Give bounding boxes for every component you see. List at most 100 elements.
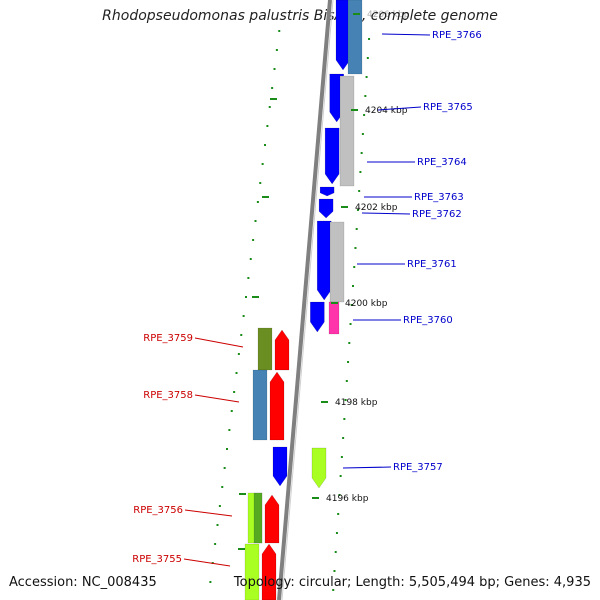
gc-dot (360, 152, 363, 154)
gene-labels: RPE_3766 RPE_3765 RPE_3764 RPE_3763 RPE_3762… (132, 30, 482, 567)
gc-dot (368, 38, 371, 40)
gc-dot (356, 209, 359, 211)
gc-dot (348, 342, 351, 344)
gc-dot (237, 353, 240, 355)
accession-text: Accession: NC_008435 (9, 575, 157, 590)
gc-dot (337, 513, 340, 515)
gc-dot (216, 524, 219, 526)
gc-bar (262, 196, 269, 198)
gc-skew-dots (209, 30, 371, 591)
reverse-cds-arrow (269, 371, 285, 441)
gc-dot (278, 30, 281, 32)
scale-tick-label: 4196 kbp (326, 494, 369, 504)
forward-cds-arrow (324, 127, 340, 185)
gc-dot (333, 570, 336, 572)
gene-label: RPE_3764 (417, 157, 467, 168)
gc-dot (218, 505, 221, 507)
gc-dot (335, 532, 338, 534)
gc-dot (361, 133, 364, 135)
gene-label-leader (381, 33, 431, 36)
gc-bar (238, 548, 245, 550)
gene-label: RPE_3756 (133, 505, 183, 516)
reverse-cds-arrow (261, 543, 277, 600)
gc-dot (340, 456, 343, 458)
gc-dot (221, 486, 224, 488)
gc-dot (366, 57, 369, 59)
reverse-track-bar (257, 327, 273, 371)
gc-dot (365, 76, 368, 78)
forward-track-bar (328, 301, 340, 335)
gc-dot (266, 125, 269, 127)
gc-dot (259, 182, 262, 184)
reverse-track-bar (244, 543, 260, 600)
gene-label-leader (184, 509, 233, 517)
gc-dot (353, 266, 356, 268)
forward-track-arrow (311, 447, 327, 489)
gc-bar (239, 493, 246, 495)
feature-arrows (244, 0, 363, 600)
map-title: Rhodopseudomonas palustris BisA53, compl… (102, 8, 498, 24)
gene-label: RPE_3765 (423, 102, 473, 113)
forward-cds-arrow (318, 198, 334, 219)
gc-dot (349, 323, 352, 325)
reverse-track-bar (252, 369, 268, 441)
backbone-line (277, 0, 332, 600)
scale-ticks: 4206 kbp 4204 kbp 4202 kbp 4200 kbp 4198 kbp… (312, 10, 410, 504)
gc-dot (242, 315, 245, 317)
gc-dot (264, 144, 266, 146)
gc-dot (271, 87, 274, 89)
gc-dot (334, 551, 337, 553)
reverse-track-bar (253, 492, 263, 544)
gc-dot (256, 201, 259, 203)
gc-dot (355, 228, 358, 230)
gc-dot (339, 475, 342, 477)
gc-dot (228, 429, 231, 431)
gc-dot (347, 361, 350, 363)
gene-label: RPE_3760 (403, 315, 453, 326)
gene-label: RPE_3762 (412, 209, 462, 220)
gc-dot (223, 467, 226, 469)
gene-label-leader (183, 558, 231, 567)
gene-label: RPE_3763 (414, 192, 464, 203)
forward-cds-arrow (319, 186, 335, 197)
gc-dot (345, 380, 348, 382)
gc-dot (261, 163, 264, 165)
gene-label-leader (377, 106, 422, 111)
forward-track-bar (329, 221, 345, 303)
gc-dot (358, 190, 361, 192)
gc-dot (363, 114, 366, 116)
gc-dot (247, 277, 250, 279)
gc-dot (338, 494, 341, 496)
gc-dot (254, 220, 257, 222)
gc-dot (359, 171, 362, 173)
gene-label: RPE_3759 (143, 333, 193, 344)
scale-tick-label: 4202 kbp (355, 203, 398, 213)
gc-dot (249, 258, 252, 260)
gc-dot (343, 418, 346, 420)
backbone-highlight (281, 0, 334, 600)
gc-dot (252, 239, 255, 241)
gc-dot (344, 399, 347, 401)
gc-dot (235, 372, 238, 374)
reverse-cds-arrow (274, 329, 290, 371)
forward-track-bar (339, 75, 355, 187)
gene-label: RPE_3761 (407, 259, 457, 270)
gc-dot (351, 285, 354, 287)
forward-cds-arrow (316, 220, 332, 301)
scale-tick-label: 4204 kbp (365, 106, 408, 116)
gc-dot (214, 543, 217, 545)
gc-dot (342, 437, 345, 439)
gene-label-leader (361, 212, 411, 215)
gc-dot (364, 95, 367, 97)
gene-label-leader (194, 337, 244, 348)
forward-cds-arrow (335, 0, 351, 71)
topology-text: Topology: circular; Length: 5,505,494 bp… (233, 575, 591, 590)
scale-tick-label: 4198 kbp (335, 398, 378, 408)
gc-dot (230, 410, 233, 412)
forward-cds-arrow (310, 301, 325, 333)
gc-dot (275, 49, 278, 51)
gc-dot (209, 581, 212, 583)
gc-dot (273, 68, 276, 70)
gc-dot (233, 391, 236, 393)
gene-label: RPE_3757 (393, 462, 443, 473)
